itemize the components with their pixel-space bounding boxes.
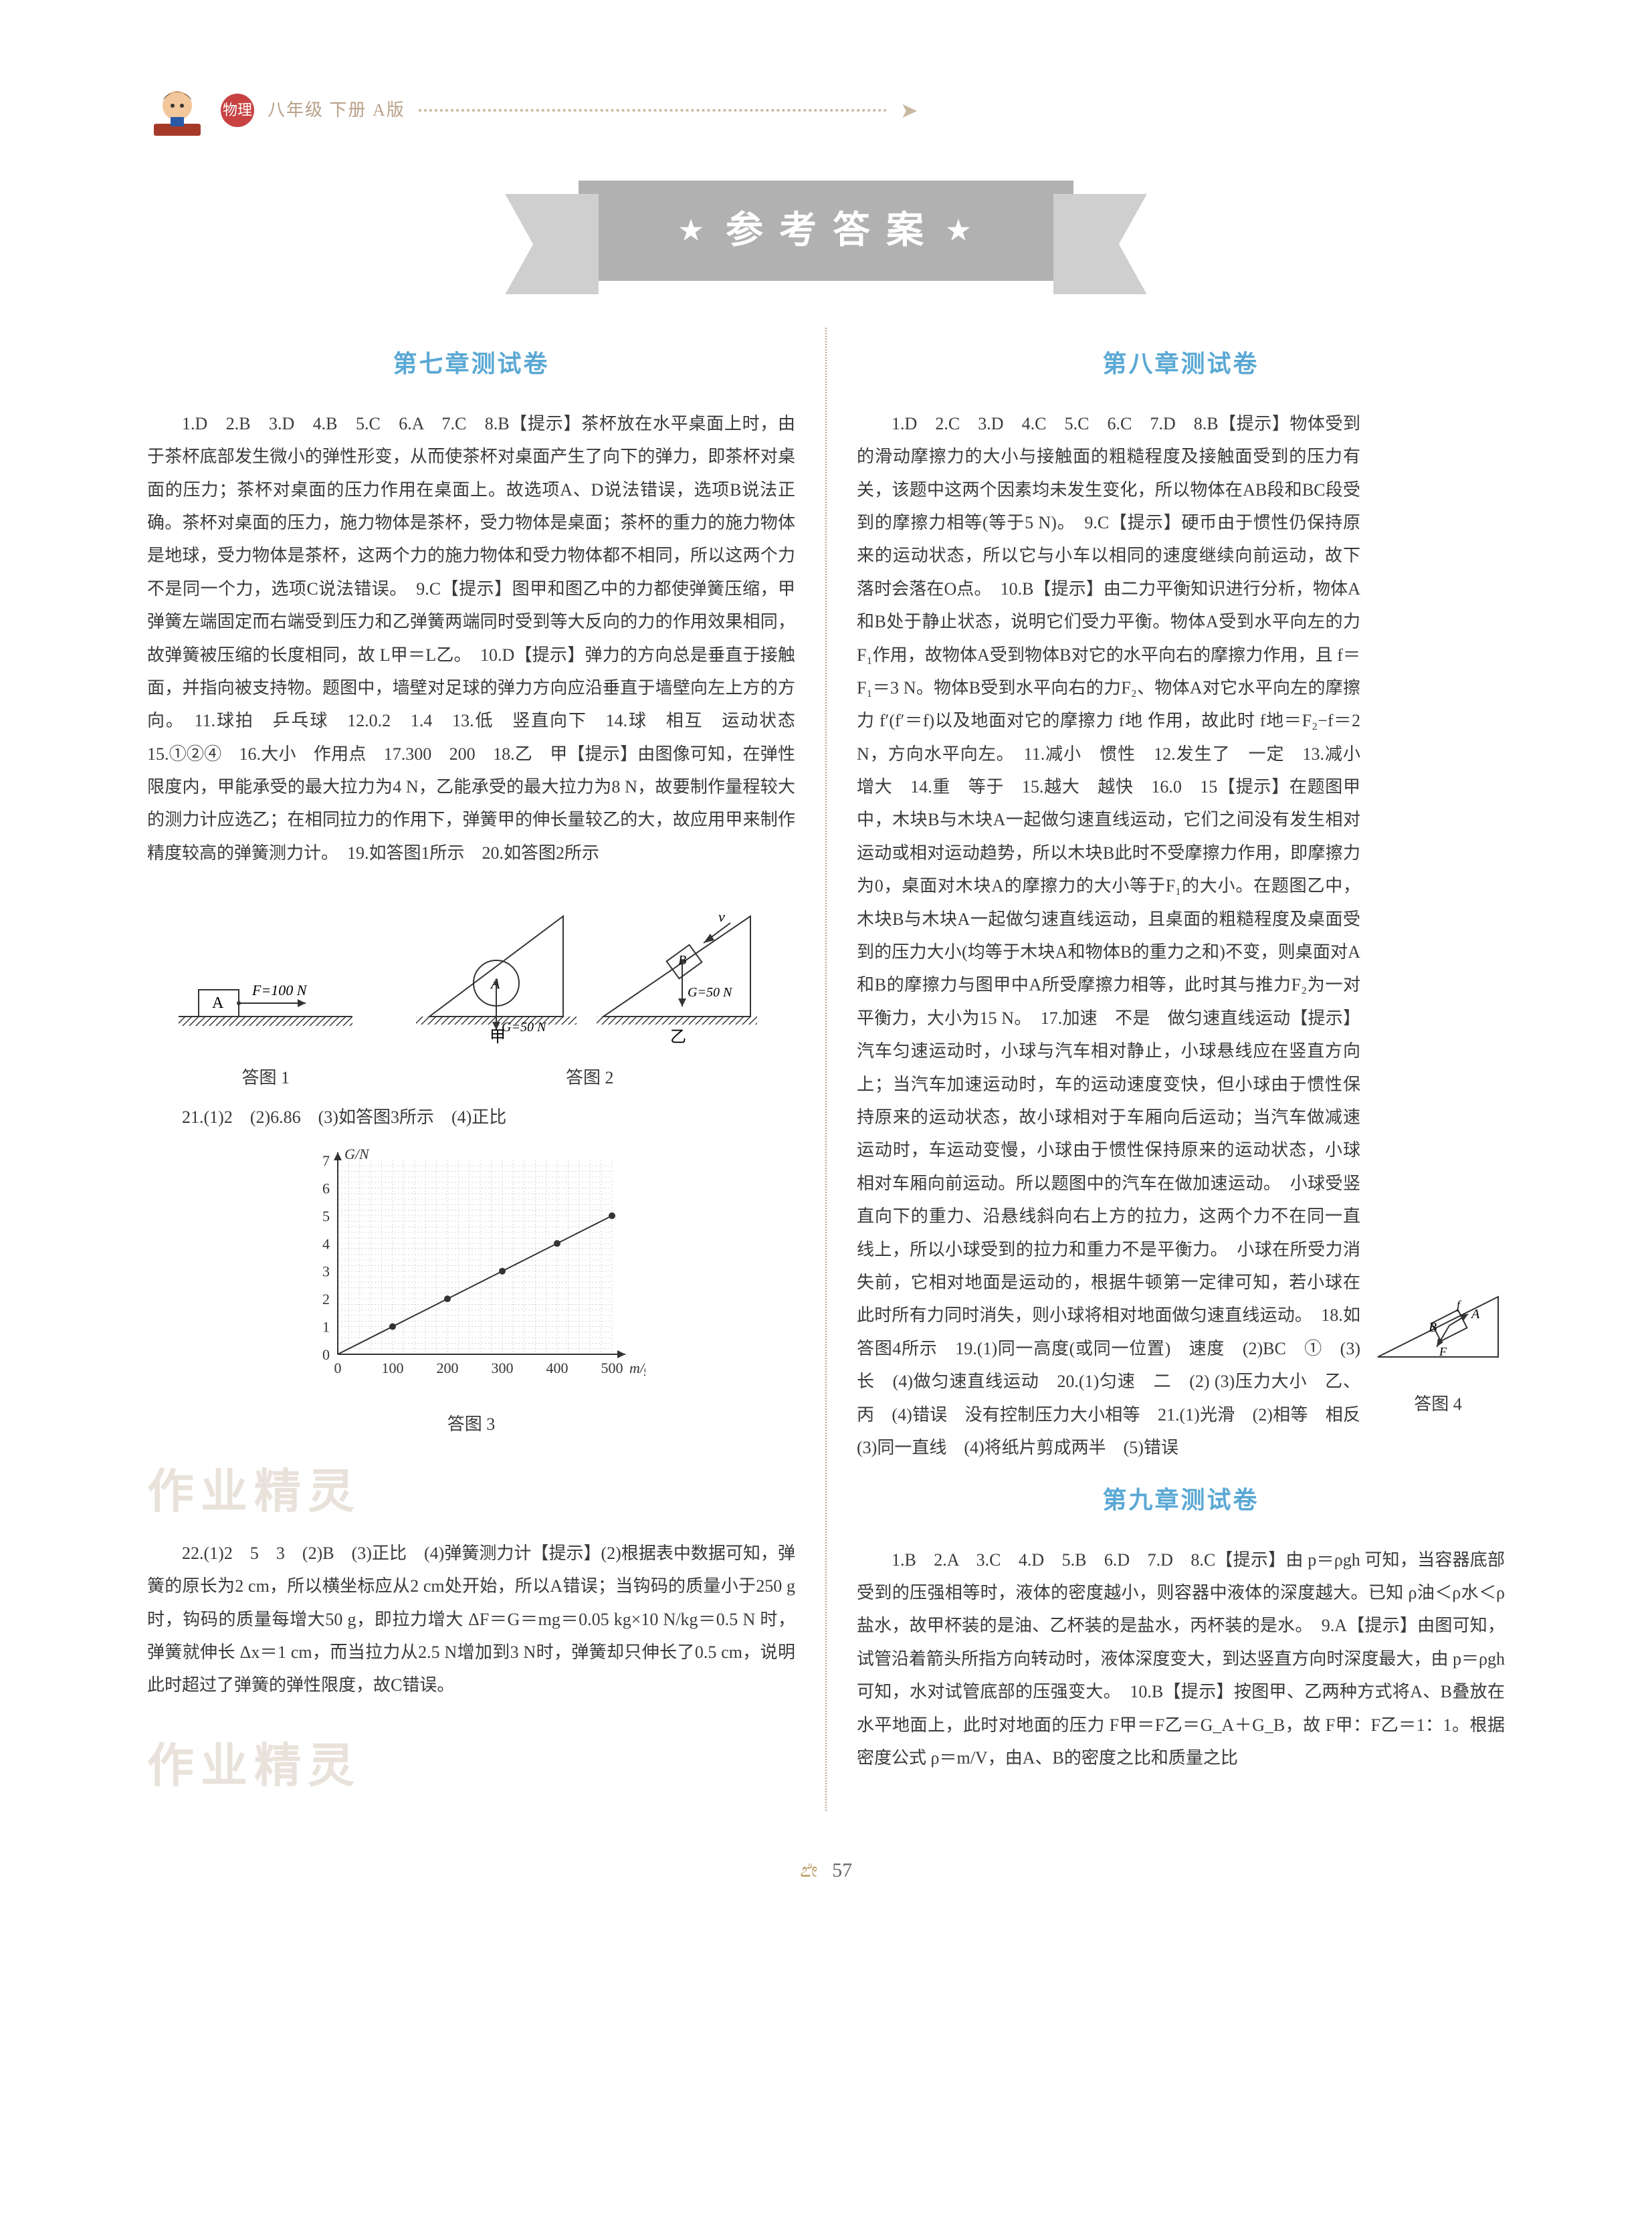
figure-2: A G=50 N 甲 B v [416, 889, 764, 1094]
watermark: 作业精灵 [147, 1722, 795, 1811]
svg-text:v: v [718, 908, 725, 925]
mascot-icon [147, 80, 207, 140]
q21-text: 21.(1)2 (2)6.86 (3)如答图3所示 (4)正比 [147, 1101, 795, 1134]
figure-1: A F=100 N 答图 1 [179, 943, 352, 1094]
page-header: 物理 八年级 下册 A版 ➤ [147, 80, 1505, 140]
left-column: 第七章测试卷 1.D 2.B 3.D 4.B 5.C 6.A 7.C 8.B【提… [147, 328, 827, 1810]
chart-figure-3: 0 100 200 300 400 500 0 1 2 3 4 5 6 7 m/g G/N 答图 3 [147, 1147, 795, 1441]
chapter-8-title: 第八章测试卷 [857, 341, 1505, 387]
content-columns: 第七章测试卷 1.D 2.B 3.D 4.B 5.C 6.A 7.C 8.B【提… [147, 328, 1505, 1810]
page-footer: ೭ೇ 57 [147, 1851, 1505, 1889]
header-rule [419, 109, 887, 112]
svg-text:m/g: m/g [629, 1360, 645, 1376]
svg-text:5: 5 [322, 1208, 330, 1225]
svg-text:F: F [1439, 1345, 1447, 1358]
svg-text:1: 1 [322, 1319, 330, 1336]
fig2-caption: 答图 2 [416, 1061, 764, 1094]
svg-text:乙: 乙 [670, 1029, 686, 1043]
fig1-block-label: A [212, 994, 224, 1012]
arrow-icon: ➤ [900, 90, 918, 131]
svg-text:300: 300 [491, 1360, 513, 1376]
svg-text:A: A [1470, 1307, 1480, 1321]
svg-text:G/N: G/N [344, 1147, 370, 1162]
svg-text:甲: 甲 [490, 1029, 506, 1043]
svg-text:0: 0 [322, 1346, 330, 1363]
fig3-caption: 答图 3 [447, 1408, 496, 1441]
banner: ★ 参考答案 ★ [147, 181, 1505, 281]
fig1-caption: 答图 1 [179, 1061, 352, 1094]
svg-text:3: 3 [322, 1263, 330, 1280]
chapter-7-title: 第七章测试卷 [147, 341, 795, 387]
svg-text:2: 2 [322, 1291, 330, 1308]
svg-text:400: 400 [546, 1360, 568, 1376]
svg-text:G=50 N: G=50 N [688, 985, 733, 1000]
footer-deco-icon: ೭ೇ [800, 1859, 818, 1881]
svg-text:200: 200 [436, 1360, 458, 1376]
fig4-caption: 答图 4 [1371, 1388, 1505, 1420]
svg-text:4: 4 [322, 1236, 330, 1253]
figure-4: A B F f 答图 4 [1371, 1290, 1505, 1421]
chapter-9-text: 1.B 2.A 3.C 4.D 5.B 6.D 7.D 8.C【提示】由 p＝ρ… [857, 1544, 1505, 1775]
fig1-force-label: F=100 N [251, 982, 308, 998]
page-number: 57 [832, 1859, 852, 1881]
svg-text:100: 100 [381, 1360, 403, 1376]
subject-badge: 物理 [221, 94, 254, 127]
svg-text:G=50 N: G=50 N [502, 1020, 547, 1035]
svg-text:500: 500 [601, 1360, 623, 1376]
figure-row-1-2: A F=100 N 答图 1 A [147, 889, 795, 1094]
chapter-7-text: 1.D 2.B 3.D 4.B 5.C 6.A 7.C 8.B【提示】茶杯放在水… [147, 407, 795, 869]
watermark: 作业精灵 [147, 1448, 795, 1537]
chapter-9-title: 第九章测试卷 [857, 1477, 1505, 1523]
q22-text: 22.(1)2 5 3 (2)B (3)正比 (4)弹簧测力计【提示】(2)根据… [147, 1537, 795, 1702]
svg-text:0: 0 [334, 1360, 341, 1376]
svg-text:B: B [1429, 1320, 1437, 1335]
svg-text:7: 7 [322, 1152, 330, 1169]
right-column: 第八章测试卷 A B F f 答图 4 1.D 2.C 3.D 4.C 5.C … [827, 328, 1505, 1810]
svg-text:f: f [1457, 1298, 1462, 1311]
star-icon: ★ [946, 205, 987, 256]
svg-text:6: 6 [322, 1180, 330, 1197]
banner-title: 参考答案 [726, 195, 940, 266]
grade-label: 八年级 下册 A版 [268, 94, 405, 126]
star-icon: ★ [679, 205, 719, 256]
